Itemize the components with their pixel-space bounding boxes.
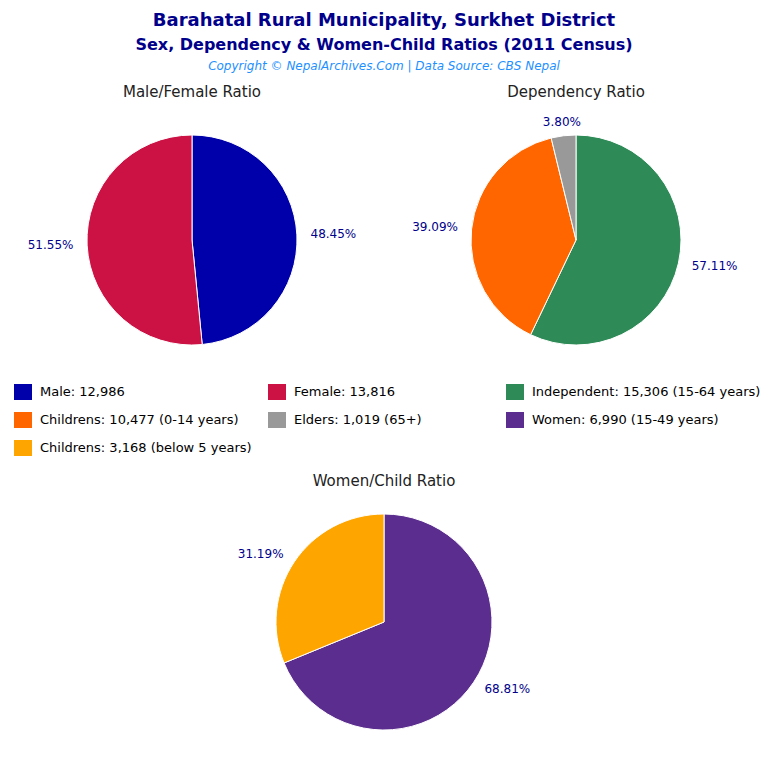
subtitle: Sex, Dependency & Women-Child Ratios (20… [135,35,632,54]
data-label: 57.11% [692,259,738,273]
legend: Male: 12,986 Female: 13,816 Independent: 1… [14,384,760,457]
data-label: 48.45% [311,227,357,241]
legend-swatch [268,412,286,428]
legend-entry: Elders: 1,019 (65+) [294,412,422,427]
data-label: 3.80% [543,115,581,129]
data-label: 39.09% [412,220,458,234]
pie-chart: Dependency Ratio 57.11% 39.09% 3.80% [412,83,737,345]
title: Barahatal Rural Municipality, Surkhet Di… [153,9,616,30]
legend-swatch [14,384,32,400]
legend-swatch [14,412,32,428]
background [0,0,768,768]
legend-swatch [268,384,286,400]
chart-title: Male/Female Ratio [123,83,261,101]
pie-slice [551,135,576,240]
annotation: Copyright © NepalArchives.Com | Data Sou… [208,59,560,73]
pie-chart: Women/Child Ratio 68.81% 31.19% [238,472,530,730]
chart-title: Women/Child Ratio [313,472,456,490]
legend-entry: Women: 6,990 (15-49 years) [532,412,719,427]
data-label: 51.55% [28,238,74,252]
pie-slice [87,135,202,345]
chart-title: Dependency Ratio [507,83,645,101]
legend-swatch [14,440,32,456]
legend-entry: Childrens: 10,477 (0-14 years) [40,412,239,427]
chart: Barahatal Rural Municipality, Surkhet Di… [0,0,768,768]
pie-slice [192,135,297,345]
legend-swatch [506,412,524,428]
legend-entry: Childrens: 3,168 (below 5 years) [40,440,252,455]
data-label: 31.19% [238,547,284,561]
data-label: 68.81% [484,682,530,696]
legend-swatch [506,384,524,400]
pie-chart: Male/Female Ratio 48.45% 51.55% [28,83,357,345]
pie-slice [276,514,384,663]
legend-entry: Female: 13,816 [294,384,395,399]
legend-entry: Male: 12,986 [40,384,125,399]
legend-entry: Independent: 15,306 (15-64 years) [532,384,760,399]
